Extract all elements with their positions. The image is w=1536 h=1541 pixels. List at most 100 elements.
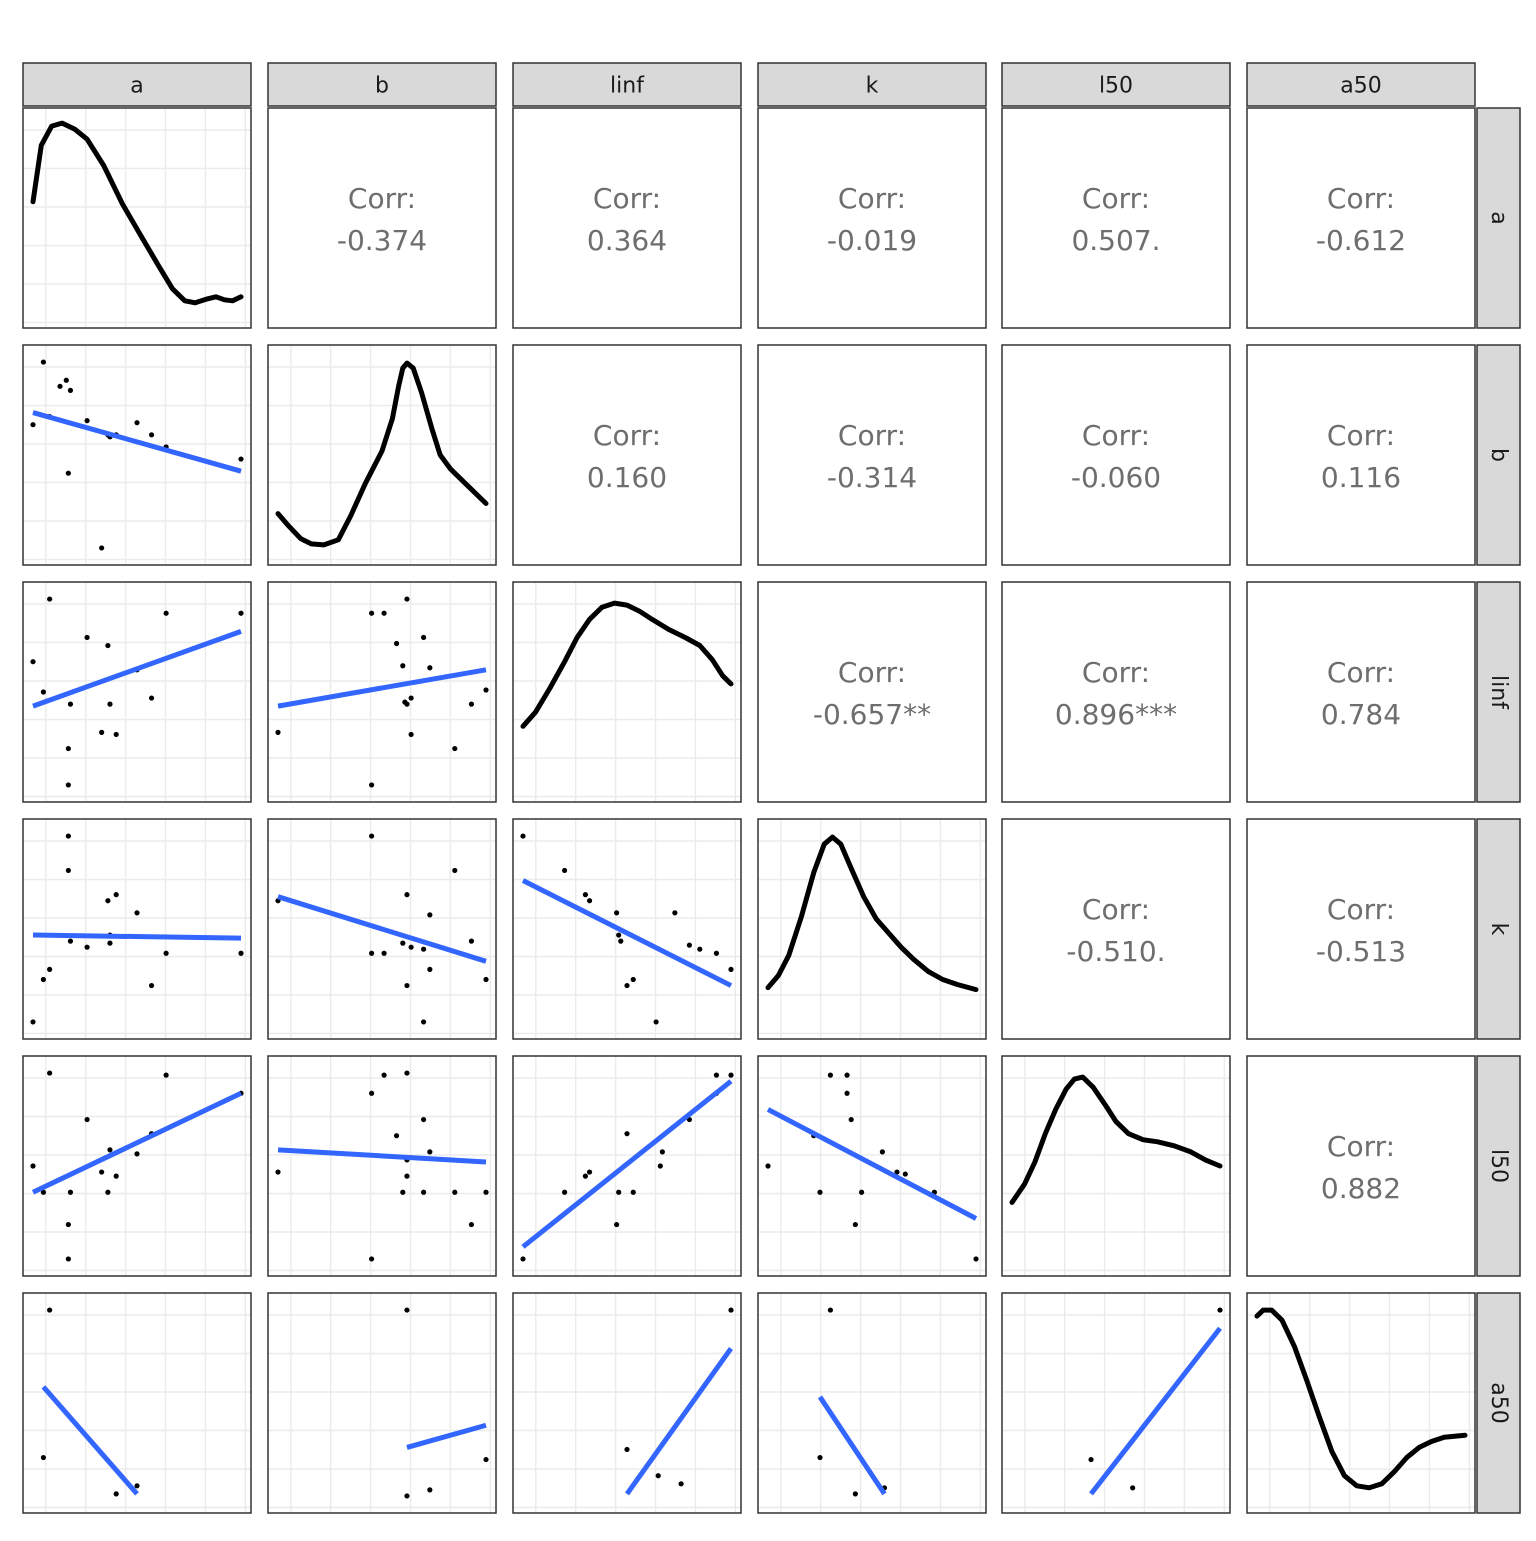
panel-background xyxy=(268,582,496,802)
scatter-point xyxy=(47,1307,53,1313)
panel-background xyxy=(513,582,741,802)
corr-title-a-a50: Corr: xyxy=(1327,182,1395,215)
row-label-b: b xyxy=(1486,448,1511,462)
regression-line xyxy=(1089,1326,1222,1496)
scatter-point xyxy=(520,1256,526,1262)
panel-background xyxy=(23,345,251,565)
scatter-point xyxy=(562,1189,568,1195)
scatter-point xyxy=(369,782,375,788)
panel-background xyxy=(1247,1293,1475,1513)
panel-border xyxy=(1001,1292,1231,1514)
scatter-point xyxy=(402,699,408,705)
regression-line xyxy=(406,1422,487,1450)
panel-background xyxy=(758,819,986,1039)
column-label-linf: linf xyxy=(610,74,645,99)
panel-border xyxy=(267,344,497,566)
scatter-point xyxy=(163,950,169,956)
density-curve-l50 xyxy=(1009,1074,1223,1205)
scatter-point xyxy=(404,1173,410,1179)
panel-a-a xyxy=(22,107,252,329)
scatter-point xyxy=(659,1149,665,1155)
scatter-point xyxy=(616,1189,622,1195)
panel-a-b: Corr: -0.374 xyxy=(267,107,497,329)
regression-line xyxy=(277,1147,487,1165)
scatter-point xyxy=(148,432,155,438)
scatter-point xyxy=(65,745,71,752)
scatter-point xyxy=(40,1189,47,1195)
scatter-point xyxy=(894,1169,900,1175)
density-curve-b xyxy=(275,360,489,548)
scatter-point xyxy=(400,663,406,669)
scatter-point xyxy=(134,1151,140,1157)
corr-title-linf-k: Corr: xyxy=(838,656,906,689)
scatter-point xyxy=(369,950,375,956)
scatter-point xyxy=(105,1189,111,1195)
scatter-point xyxy=(1130,1485,1136,1491)
panel-background xyxy=(1002,1056,1230,1276)
panel-border xyxy=(512,581,742,803)
scatter-point xyxy=(275,729,281,736)
panel-border xyxy=(757,581,987,803)
scatter-point xyxy=(113,731,119,738)
panel-border xyxy=(267,818,497,1040)
row-strip-b xyxy=(1476,344,1521,566)
panel-background xyxy=(1247,819,1475,1039)
panel-background xyxy=(268,1293,496,1513)
panel-linf-a xyxy=(22,581,252,803)
scatter-point xyxy=(817,1189,823,1195)
panel-a-a50: Corr: -0.612 xyxy=(1246,107,1476,329)
scatter-point xyxy=(452,745,458,752)
panel-background xyxy=(23,1293,251,1513)
scatter-point xyxy=(105,898,111,904)
scatter-point xyxy=(404,892,410,898)
scatter-point xyxy=(57,383,63,389)
scatter-point xyxy=(238,610,244,616)
scatter-point xyxy=(421,1019,427,1025)
scatter-point xyxy=(404,596,410,602)
panel-linf-l50: Corr: 0.896*** xyxy=(1001,581,1231,803)
scatter-point xyxy=(427,966,433,973)
scatter-point xyxy=(163,610,169,616)
corr-value-b-l50: -0.060 xyxy=(1071,461,1161,494)
scatter-point xyxy=(381,950,387,956)
corr-value-a-linf: 0.364 xyxy=(587,224,667,257)
scatter-point xyxy=(678,1481,684,1487)
scatter-point xyxy=(84,634,90,641)
scatter-point xyxy=(852,1491,858,1497)
density-curve-a50 xyxy=(1254,1307,1468,1491)
scatter-point xyxy=(84,1116,90,1123)
scatter-point xyxy=(67,387,74,393)
scatter-point xyxy=(655,1473,661,1479)
scatter-point xyxy=(614,1221,620,1228)
scatter-point xyxy=(40,359,47,365)
scatter-point xyxy=(827,1072,834,1078)
panel-background xyxy=(1002,108,1230,328)
scatter-point xyxy=(713,950,720,956)
column-label-a50: a50 xyxy=(1340,74,1381,99)
scatter-point xyxy=(381,610,387,616)
scatter-point xyxy=(765,1163,771,1169)
scatter-point xyxy=(369,610,375,616)
scatter-point xyxy=(427,1487,433,1493)
scatter-point xyxy=(65,833,71,839)
panel-background xyxy=(1002,819,1230,1039)
scatter-point xyxy=(586,1169,593,1175)
row-label-a: a xyxy=(1486,211,1511,224)
panel-background xyxy=(1247,1056,1475,1276)
scatter-point xyxy=(400,940,406,946)
scatter-point xyxy=(468,1221,475,1228)
corr-title-k-a50: Corr: xyxy=(1327,893,1395,926)
scatter-point xyxy=(852,1221,858,1228)
scatter-point xyxy=(148,695,155,701)
panel-border xyxy=(1246,1292,1476,1514)
panel-l50-a50: Corr: 0.882 xyxy=(1246,1055,1476,1277)
scatter-point xyxy=(30,1163,36,1169)
panel-a50-linf xyxy=(512,1292,742,1514)
panel-a-k: Corr: -0.019 xyxy=(757,107,987,329)
panel-background xyxy=(513,1293,741,1513)
scatter-point xyxy=(84,418,90,424)
panel-background xyxy=(1002,1293,1230,1513)
scatter-point xyxy=(421,1189,427,1195)
scatter-point xyxy=(427,1149,433,1155)
corr-title-a-k: Corr: xyxy=(838,182,906,215)
